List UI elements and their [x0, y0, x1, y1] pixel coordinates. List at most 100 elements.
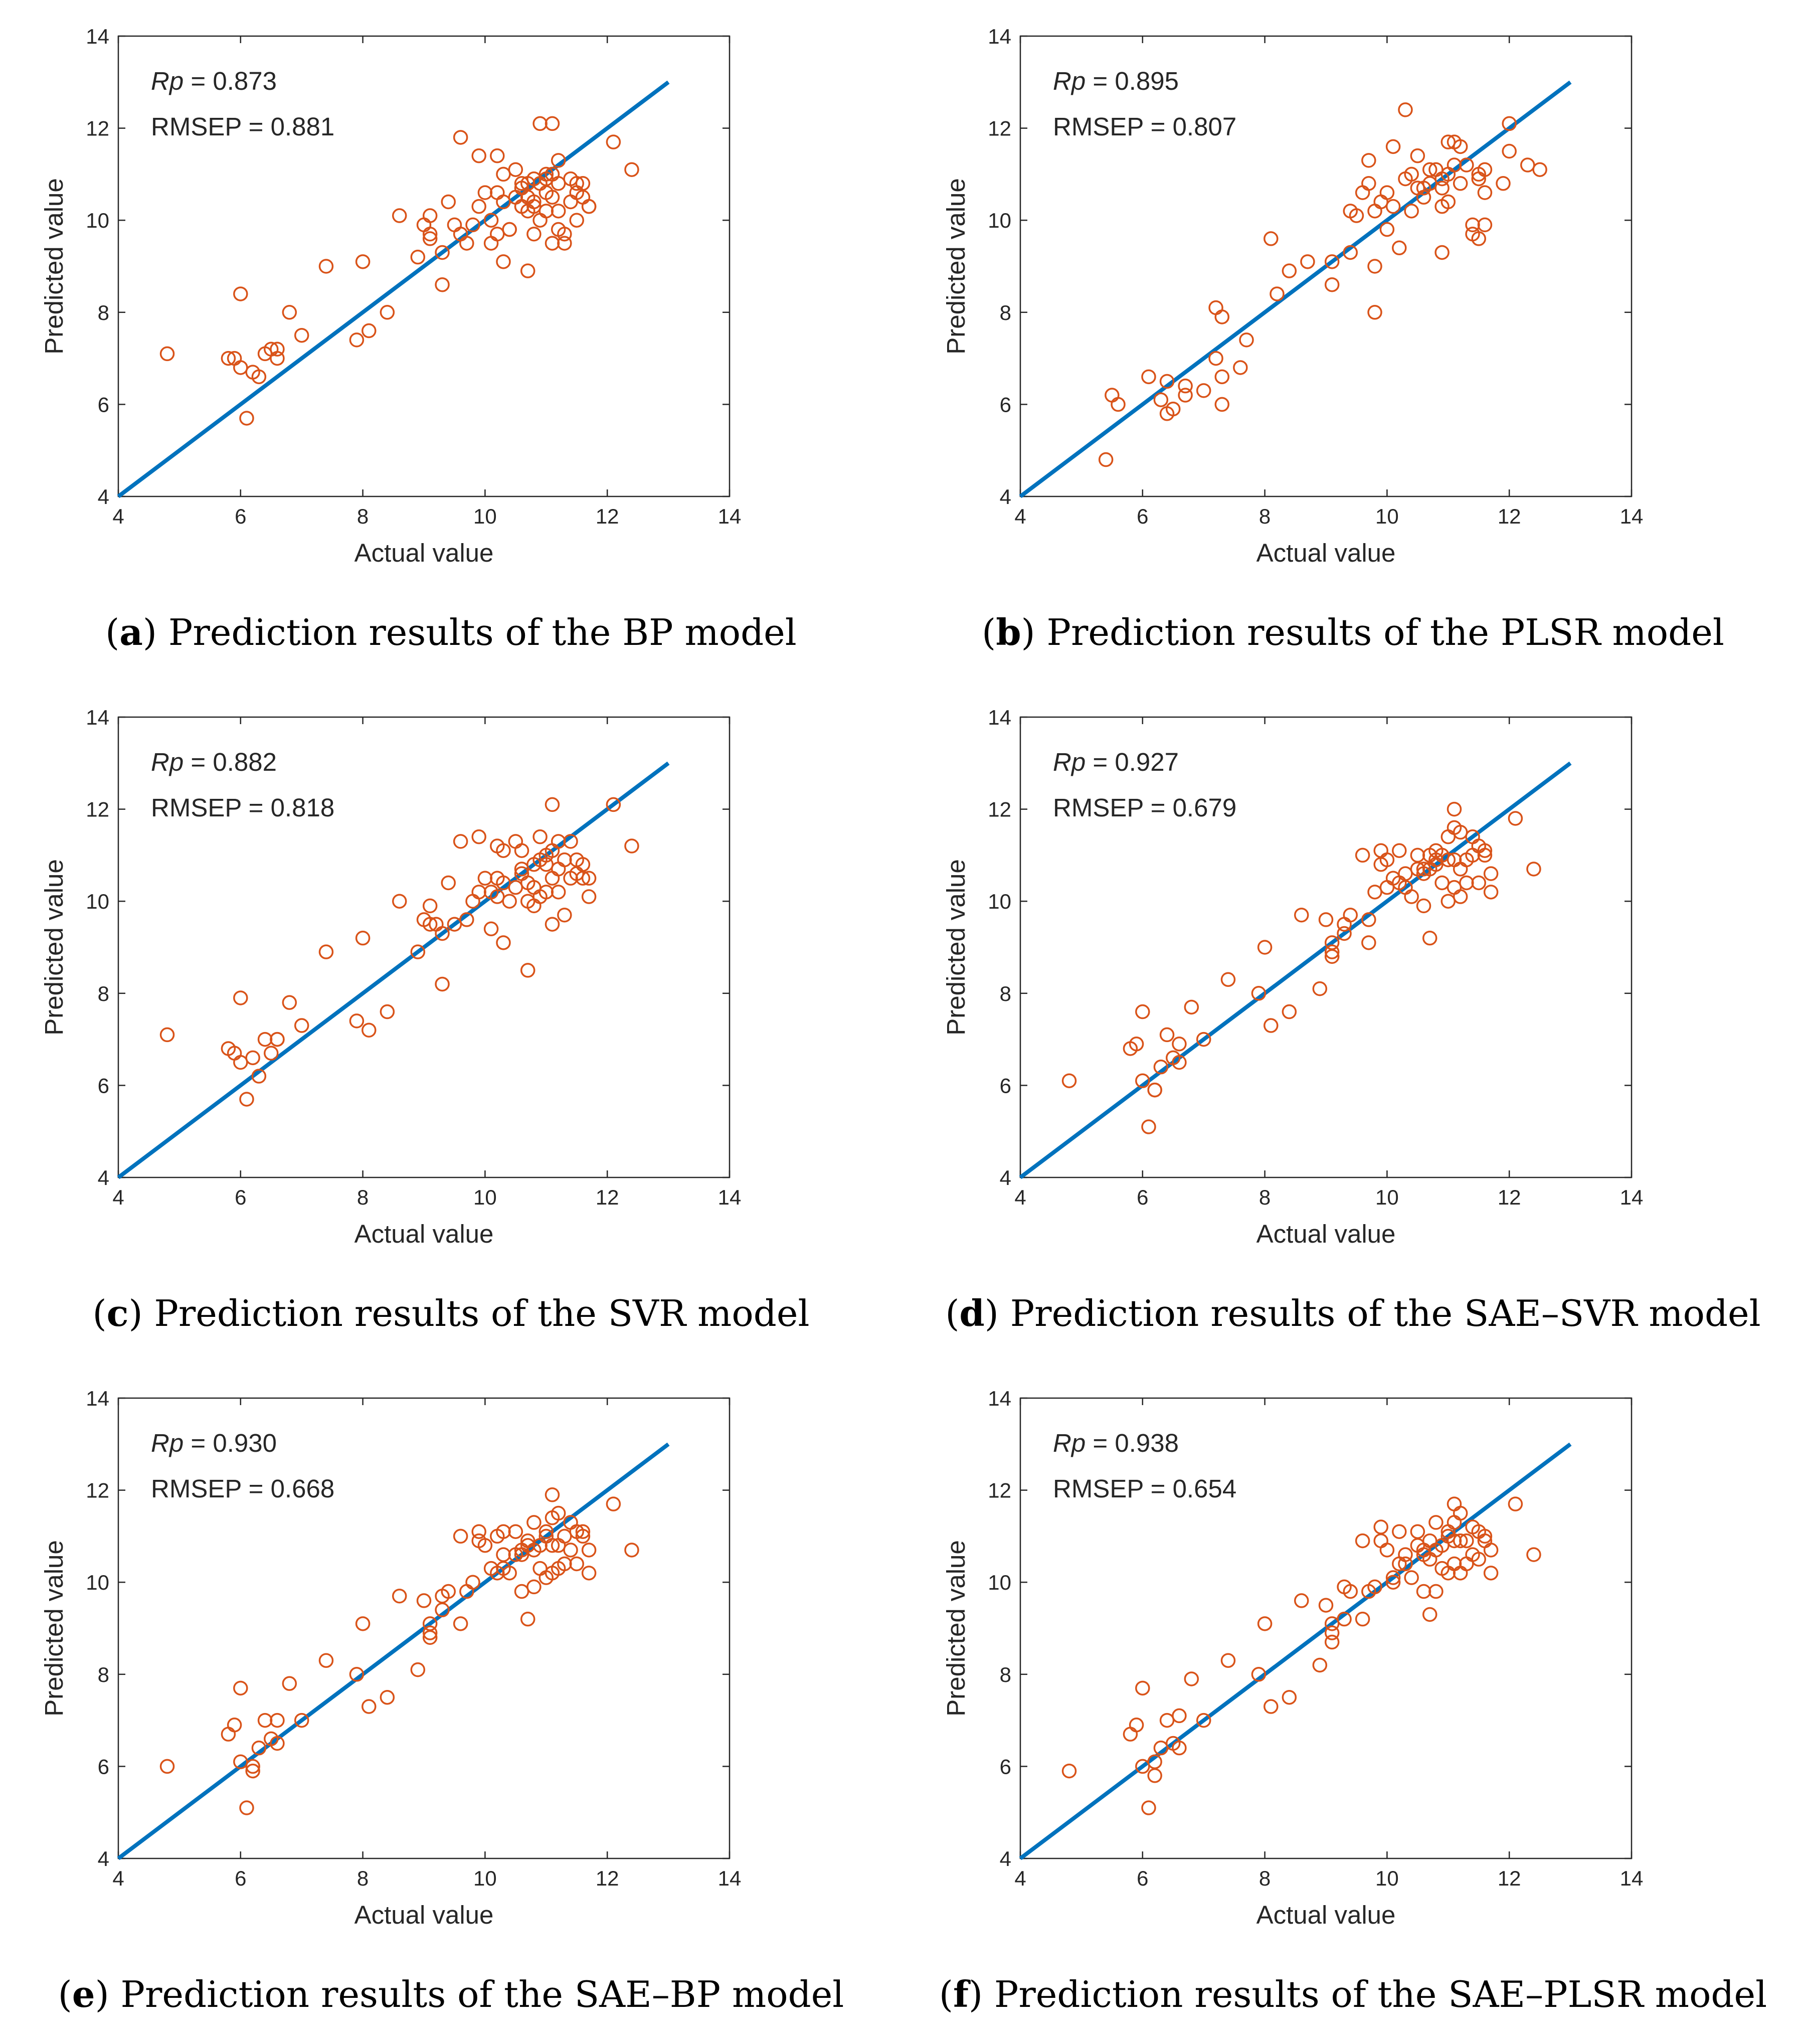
- data-point: [1447, 1496, 1462, 1511]
- data-point: [1477, 1528, 1493, 1544]
- data-point: [1483, 885, 1499, 900]
- data-point: [1520, 157, 1535, 173]
- data-point: [1349, 208, 1364, 223]
- data-point: [1483, 1543, 1499, 1558]
- fit-line: [117, 1442, 670, 1860]
- data-point: [581, 199, 597, 214]
- data-point: [233, 286, 248, 301]
- data-point: [447, 217, 462, 233]
- data-point: [1337, 1611, 1352, 1627]
- data-point: [1392, 1524, 1407, 1539]
- panel-b: 4 6 8 10 12 14 4 6 8 10 12 14 Actual value Predicted …: [902, 0, 1804, 681]
- data-point: [526, 194, 542, 210]
- data-point: [1532, 162, 1547, 177]
- data-point: [1172, 1708, 1187, 1724]
- data-point: [233, 1680, 248, 1696]
- data-point: [282, 305, 297, 320]
- x-tick-label: 10: [1375, 1185, 1399, 1209]
- data-point: [1385, 199, 1401, 214]
- data-point: [563, 834, 578, 849]
- data-point: [416, 1593, 432, 1608]
- y-axis-label: Predicted value: [40, 1540, 68, 1717]
- data-point: [422, 898, 438, 914]
- x-tick-label: 10: [473, 1185, 497, 1209]
- axes-box: [1019, 1397, 1633, 1859]
- y-axis-label: Predicted value: [40, 859, 68, 1036]
- data-point: [1208, 300, 1223, 315]
- data-point: [233, 990, 248, 1005]
- panel-c: 4 6 8 10 12 14 4 6 8 10 12 14 Actual value Predicted …: [0, 681, 902, 1362]
- rmsep-annotation: RMSEP = 0.881: [151, 112, 334, 141]
- data-point: [1147, 1082, 1162, 1098]
- data-point: [545, 236, 560, 251]
- data-point: [490, 226, 505, 242]
- data-point: [569, 213, 584, 228]
- axes-box: [1019, 35, 1633, 497]
- y-tick-label: 4: [1000, 1166, 1011, 1189]
- data-point: [1447, 1556, 1462, 1572]
- data-point: [294, 1018, 309, 1033]
- data-point: [318, 259, 334, 274]
- data-point: [349, 1013, 365, 1029]
- data-point: [1196, 1032, 1211, 1047]
- data-point: [1379, 852, 1395, 868]
- rmsep-annotation: RMSEP = 0.668: [151, 1474, 334, 1503]
- data-point: [1373, 1533, 1388, 1549]
- data-point: [1239, 332, 1254, 348]
- data-point: [1404, 166, 1419, 182]
- data-point: [1367, 204, 1382, 219]
- data-point: [551, 862, 566, 877]
- data-point: [1416, 1584, 1431, 1599]
- data-point: [538, 1524, 554, 1539]
- data-point: [1453, 1505, 1468, 1521]
- data-point: [496, 1547, 511, 1562]
- x-tick-label: 10: [1375, 504, 1399, 528]
- y-tick-label: 8: [98, 301, 109, 324]
- y-axis-label: Predicted value: [942, 178, 970, 355]
- x-tick-label: 12: [1498, 1185, 1521, 1209]
- data-point: [1318, 1598, 1334, 1613]
- data-point: [270, 1032, 285, 1047]
- data-point: [422, 1625, 438, 1640]
- data-point: [1447, 880, 1462, 895]
- data-point: [538, 166, 554, 182]
- data-point: [416, 217, 432, 233]
- data-point: [1385, 1575, 1401, 1590]
- data-point: [1422, 1533, 1437, 1549]
- x-axis-label: Actual value: [1256, 539, 1396, 567]
- caption-d: (d) Prediction results of the SAE–SVR mo…: [945, 1292, 1761, 1334]
- data-point: [1453, 139, 1468, 154]
- data-point: [514, 843, 529, 858]
- rp-label: Rp: [151, 748, 184, 776]
- data-point: [362, 1023, 377, 1038]
- data-point: [1471, 231, 1486, 246]
- data-point: [1440, 829, 1456, 844]
- data-point: [1147, 1768, 1162, 1783]
- x-tick-label: 12: [1498, 504, 1521, 528]
- y-tick-label: 10: [86, 209, 109, 232]
- data-point: [1184, 999, 1199, 1015]
- data-point: [410, 944, 426, 959]
- data-point: [483, 213, 499, 228]
- data-point: [392, 894, 407, 909]
- rp-annotation: Rp = 0.927: [1053, 748, 1179, 776]
- data-point: [502, 894, 517, 909]
- scatter-plot-d: 4 6 8 10 12 14 4 6 8 10 12 14 Actual value Predicted …: [942, 706, 1643, 1248]
- data-point: [624, 838, 639, 854]
- data-point: [1337, 926, 1352, 941]
- data-point: [1398, 866, 1413, 881]
- data-point: [508, 834, 523, 849]
- y-tick-label: 10: [86, 1571, 109, 1594]
- data-point: [1440, 852, 1456, 868]
- data-point: [282, 1676, 297, 1691]
- axes-box: [117, 35, 731, 497]
- y-axis-label: Predicted value: [942, 1540, 970, 1717]
- data-point: [545, 917, 560, 932]
- data-point: [606, 1496, 621, 1511]
- data-point: [1367, 305, 1382, 320]
- y-tick-label: 8: [98, 982, 109, 1005]
- y-tick-label: 4: [98, 485, 109, 508]
- data-point: [1416, 190, 1431, 205]
- data-point: [1373, 1519, 1388, 1535]
- data-point: [569, 176, 584, 191]
